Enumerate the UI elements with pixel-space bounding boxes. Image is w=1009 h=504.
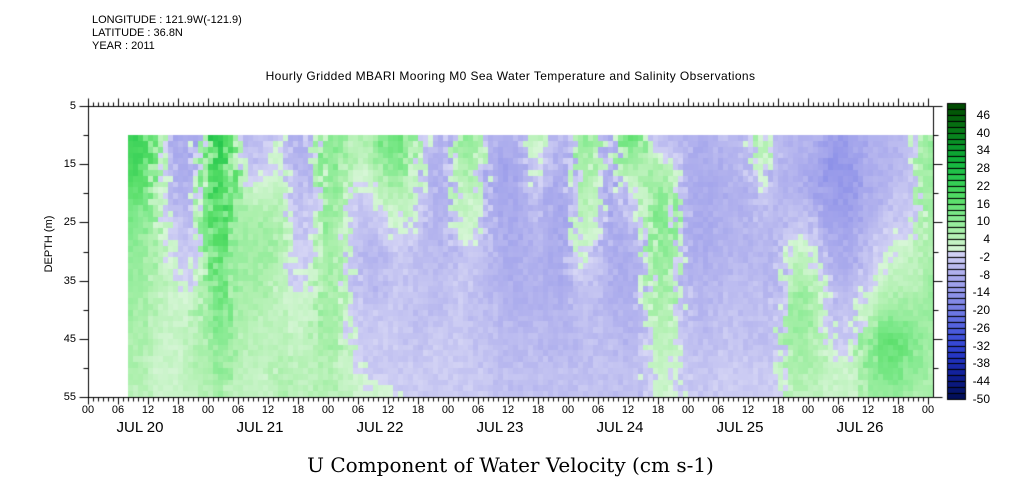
y-tick-label: 55	[63, 391, 76, 403]
colorbar-tick-label: 22	[976, 178, 990, 193]
x-tick-label: 00	[201, 404, 215, 416]
x-tick-label: 12	[621, 404, 635, 416]
header-latitude: LATITUDE : 36.8N	[92, 27, 183, 39]
x-tick-label: 06	[351, 404, 365, 416]
y-tick-label: 25	[63, 216, 76, 229]
x-tick-label: 00	[681, 404, 695, 416]
x-tick-label: 18	[771, 404, 785, 416]
colorbar-tick-label: 46	[976, 107, 990, 122]
x-tick-label: 06	[231, 404, 245, 416]
x-axis-title: U Component of Water Velocity (cm s-1)	[307, 453, 714, 477]
colorbar-tick-label: 4	[983, 232, 990, 247]
x-tick-label: 18	[291, 404, 305, 416]
x-tick-label: 06	[711, 404, 725, 416]
colorbar-tick-label: -32	[972, 338, 990, 353]
colorbar-tick-label: 28	[976, 161, 990, 176]
x-tick-label: 00	[81, 404, 95, 416]
header-year: YEAR : 2011	[92, 40, 155, 52]
x-date-label: JUL 24	[596, 419, 644, 436]
colorbar-tick-label: -2	[979, 249, 990, 264]
colorbar-tick-label: -50	[972, 392, 990, 406]
colorbar-tick-label: 40	[976, 125, 990, 140]
x-date-label: JUL 26	[836, 419, 884, 436]
colorbar-tick-label: -8	[979, 267, 990, 282]
y-tick-label: 35	[63, 274, 76, 287]
x-date-label: JUL 25	[716, 419, 764, 436]
x-tick-label: 12	[381, 404, 395, 416]
colorbar-tick-label: 16	[976, 196, 990, 211]
colorbar-tick-label: -38	[972, 356, 990, 371]
colorbar-tick-label: -20	[972, 303, 990, 318]
y-tick-label: 5	[69, 100, 76, 112]
x-tick-label: 12	[741, 404, 755, 416]
colorbar-tick-label: 34	[976, 143, 990, 158]
x-tick-label: 00	[441, 404, 455, 416]
colorbar-tick-label: -14	[972, 285, 990, 300]
colorbar-tick-label: -44	[972, 374, 990, 389]
x-tick-label: 18	[891, 404, 905, 416]
header-longitude: LONGITUDE : 121.9W(-121.9)	[92, 14, 242, 26]
x-tick-label: 00	[561, 404, 575, 416]
x-tick-label: 18	[531, 404, 545, 416]
x-tick-label: 18	[171, 404, 185, 416]
x-tick-label: 06	[591, 404, 605, 416]
y-tick-label: 15	[63, 158, 76, 171]
x-tick-label: 18	[651, 404, 665, 416]
colorbar-tick-label: -26	[972, 320, 990, 335]
colorbar-tick-label: 10	[976, 214, 990, 229]
x-tick-label: 06	[471, 404, 485, 416]
x-date-label: JUL 20	[116, 419, 164, 436]
x-tick-label: 12	[861, 404, 875, 416]
x-tick-label: 00	[801, 404, 815, 416]
x-tick-label: 12	[261, 404, 275, 416]
plot-title: Hourly Gridded MBARI Mooring M0 Sea Wate…	[265, 69, 756, 83]
x-tick-label: 06	[831, 404, 845, 416]
x-tick-label: 18	[411, 404, 425, 416]
x-tick-label: 12	[141, 404, 155, 416]
x-tick-label: 06	[111, 404, 125, 416]
x-date-label: JUL 23	[476, 419, 524, 436]
x-tick-label: 00	[321, 404, 335, 416]
x-date-label: JUL 22	[356, 419, 404, 436]
x-tick-label: 00	[921, 404, 935, 416]
y-tick-label: 45	[63, 332, 76, 345]
x-tick-label: 12	[501, 404, 515, 416]
x-date-label: JUL 21	[236, 419, 284, 436]
